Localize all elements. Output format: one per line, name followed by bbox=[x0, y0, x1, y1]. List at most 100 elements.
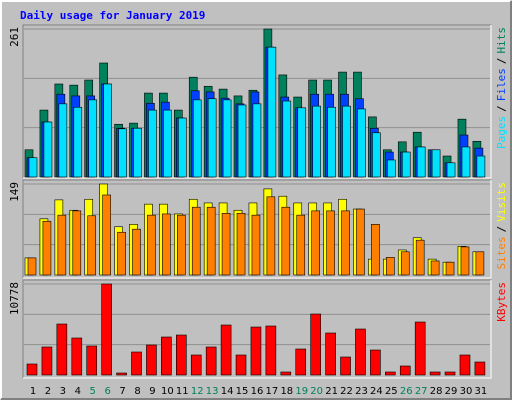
legend-separator: / bbox=[495, 105, 508, 112]
bar bbox=[235, 354, 247, 376]
x-tick-label: 30 bbox=[460, 386, 473, 397]
bar bbox=[147, 214, 156, 276]
bar bbox=[385, 371, 396, 376]
legend-separator: / bbox=[495, 226, 508, 233]
x-tick-label: 12 bbox=[191, 386, 204, 397]
x-tick-label: 24 bbox=[370, 386, 383, 397]
x-tick-label: 21 bbox=[325, 386, 338, 397]
bar bbox=[236, 213, 246, 276]
bar bbox=[459, 354, 471, 376]
bar bbox=[191, 206, 201, 276]
bar bbox=[192, 99, 202, 178]
bar bbox=[222, 99, 232, 178]
bar bbox=[27, 257, 37, 276]
y-tick-label: 149 bbox=[8, 182, 21, 202]
bar bbox=[444, 371, 456, 376]
bar bbox=[131, 351, 142, 376]
bar bbox=[326, 210, 335, 276]
bar bbox=[325, 332, 336, 376]
bar bbox=[116, 372, 127, 376]
bar bbox=[446, 162, 456, 178]
bar bbox=[386, 256, 395, 276]
legend: KBytes bbox=[495, 282, 508, 322]
bar bbox=[342, 105, 351, 178]
x-tick-label: 20 bbox=[310, 386, 323, 397]
bar bbox=[357, 108, 366, 178]
bar bbox=[267, 46, 277, 178]
bar bbox=[265, 325, 277, 376]
bar bbox=[415, 239, 425, 276]
x-tick-label: 2 bbox=[45, 386, 51, 397]
bar bbox=[101, 283, 112, 376]
bar bbox=[282, 100, 292, 178]
bar bbox=[297, 107, 307, 178]
bar bbox=[162, 213, 171, 276]
legend-entry: Sites bbox=[495, 236, 508, 269]
bar bbox=[88, 99, 98, 178]
bar bbox=[71, 337, 83, 376]
x-tick-label: 4 bbox=[75, 386, 81, 397]
x-tick-label: 6 bbox=[104, 386, 110, 397]
bar bbox=[370, 349, 381, 376]
bar bbox=[431, 149, 441, 178]
bar bbox=[117, 231, 126, 276]
chart-title: Daily usage for January 2019 bbox=[20, 9, 205, 22]
legend-entry: Pages bbox=[495, 116, 508, 149]
bar bbox=[26, 363, 38, 376]
bar bbox=[341, 210, 350, 276]
bar bbox=[205, 346, 217, 376]
bar bbox=[87, 215, 97, 276]
x-tick-label: 7 bbox=[119, 386, 125, 397]
bar bbox=[86, 345, 98, 376]
x-tick-label: 23 bbox=[355, 386, 368, 397]
bar bbox=[476, 155, 486, 178]
panel-edge bbox=[23, 180, 492, 279]
legend-separator: / bbox=[495, 58, 508, 65]
bar bbox=[133, 127, 142, 178]
bar bbox=[190, 354, 202, 376]
bar bbox=[281, 206, 291, 276]
bar bbox=[221, 213, 231, 276]
bar bbox=[430, 260, 440, 276]
bar bbox=[178, 117, 187, 178]
bar bbox=[177, 214, 186, 276]
bar bbox=[237, 104, 247, 178]
legend-entry: Hits bbox=[495, 27, 508, 54]
x-tick-label: 31 bbox=[475, 386, 488, 397]
bar bbox=[414, 321, 426, 376]
bar bbox=[56, 323, 68, 376]
x-tick-label: 25 bbox=[385, 386, 398, 397]
legend: Pages / Files / Hits bbox=[495, 27, 508, 149]
x-tick-label: 17 bbox=[266, 386, 279, 397]
bar bbox=[310, 313, 321, 376]
bar bbox=[475, 251, 485, 276]
bar bbox=[429, 371, 441, 376]
x-tick-label: 11 bbox=[176, 386, 189, 397]
bar bbox=[72, 210, 82, 276]
bar bbox=[312, 105, 321, 178]
x-tick-label: 28 bbox=[430, 386, 443, 397]
x-tick-label: 9 bbox=[149, 386, 155, 397]
legend-entry: Files bbox=[495, 68, 508, 101]
panel-edge bbox=[23, 280, 492, 379]
bar bbox=[340, 356, 351, 376]
bar bbox=[250, 326, 262, 376]
x-tick-label: 14 bbox=[221, 386, 234, 397]
bar bbox=[118, 128, 127, 178]
y-tick-label: 10778 bbox=[8, 282, 21, 315]
x-tick-label: 29 bbox=[445, 386, 458, 397]
bar bbox=[327, 106, 336, 178]
x-tick-label: 15 bbox=[236, 386, 249, 397]
bar bbox=[445, 261, 455, 276]
bar bbox=[41, 346, 53, 376]
bar bbox=[146, 344, 157, 376]
bar bbox=[460, 246, 470, 276]
x-tick-label: 16 bbox=[251, 386, 264, 397]
bar bbox=[251, 214, 261, 276]
x-tick-label: 5 bbox=[90, 386, 96, 397]
x-tick-label: 19 bbox=[295, 386, 308, 397]
bar bbox=[206, 206, 216, 276]
bar bbox=[163, 109, 172, 178]
bar bbox=[58, 103, 68, 178]
